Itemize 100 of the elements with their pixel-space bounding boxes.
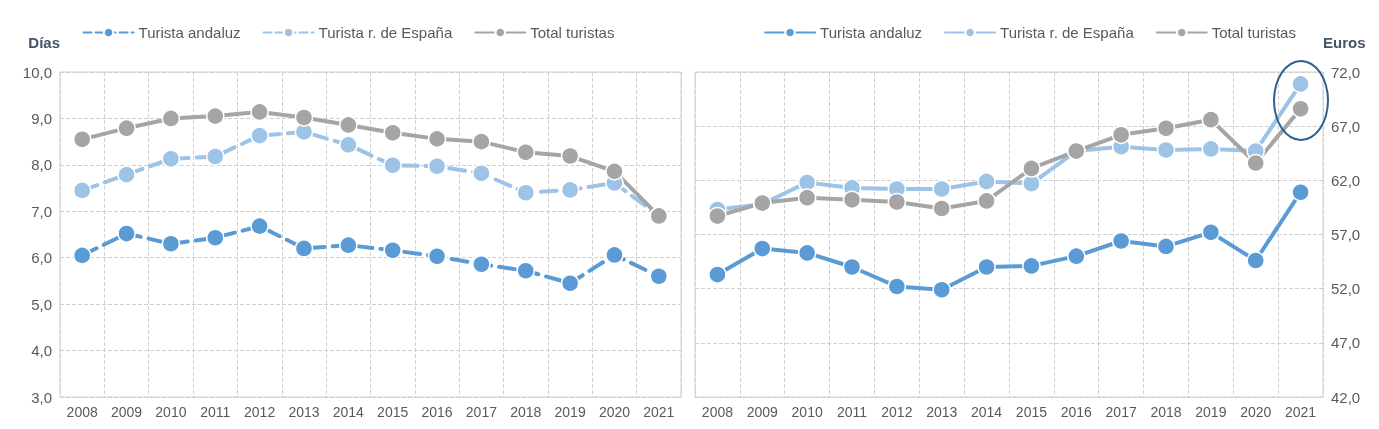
- y2-tick-label: 47,0: [1331, 334, 1361, 352]
- x-tick-label: 2008: [701, 404, 734, 420]
- point: [72, 181, 92, 200]
- point: [1246, 153, 1265, 173]
- point: [977, 257, 996, 277]
- point: [472, 132, 491, 151]
- x-tick-label: 2012: [244, 404, 276, 420]
- y2-tick-label: 62,0: [1331, 171, 1361, 189]
- point: [383, 123, 402, 143]
- legend-label: Turista r. de España: [318, 24, 453, 41]
- point: [1291, 99, 1310, 119]
- point: [1156, 140, 1176, 160]
- y-tick-label: 9,0: [31, 109, 52, 127]
- x-tick-label: 2009: [110, 404, 143, 420]
- y2-tick-label: 72,0: [1331, 63, 1361, 81]
- x-tick-label: 2021: [1284, 404, 1317, 420]
- point: [294, 108, 314, 127]
- x-tick-label: 2013: [288, 404, 320, 420]
- point: [161, 109, 181, 128]
- x-tick-label: 2021: [643, 404, 675, 420]
- point: [516, 261, 535, 280]
- y2-tick-label: 57,0: [1331, 226, 1361, 243]
- y-tick-label: 5,0: [31, 295, 52, 313]
- point: [1022, 159, 1041, 178]
- point: [605, 162, 624, 181]
- point: [649, 267, 669, 286]
- point: [427, 157, 447, 176]
- point: [887, 192, 907, 212]
- point: [427, 247, 447, 266]
- point: [250, 216, 269, 236]
- point: [72, 246, 92, 265]
- y-axis-title: Días: [28, 34, 60, 51]
- point: [250, 102, 269, 122]
- x-tick-label: 2017: [1105, 404, 1137, 420]
- point: [1156, 237, 1176, 256]
- x-tick-label: 2015: [1015, 404, 1048, 420]
- point: [206, 106, 225, 126]
- x-tick-label: 2018: [510, 404, 542, 420]
- point: [842, 257, 862, 277]
- point: [472, 254, 491, 274]
- x-tick-label: 2014: [970, 404, 1003, 420]
- point: [1022, 174, 1041, 193]
- point: [117, 165, 136, 184]
- point: [339, 135, 358, 155]
- x-tick-label: 2020: [598, 404, 631, 420]
- point: [1201, 139, 1221, 159]
- point: [383, 241, 402, 260]
- y-tick-label: 6,0: [31, 249, 52, 267]
- x-tick-label: 2009: [746, 404, 779, 420]
- legend-label: Total turistas: [530, 24, 615, 41]
- point: [1111, 125, 1131, 145]
- point: [72, 130, 92, 149]
- point: [383, 156, 402, 175]
- x-tick-label: 2020: [1240, 404, 1272, 420]
- x-tick-label: 2012: [881, 404, 913, 420]
- point: [1022, 256, 1041, 276]
- point: [977, 191, 996, 211]
- legend-label: Turista andaluz: [820, 24, 923, 41]
- point: [932, 280, 951, 299]
- point: [339, 115, 358, 135]
- point: [161, 234, 181, 254]
- point: [605, 245, 624, 265]
- point: [250, 126, 269, 145]
- y-tick-label: 4,0: [31, 342, 52, 360]
- point: [1201, 223, 1221, 242]
- x-tick-label: 2019: [1195, 404, 1227, 420]
- x-tick-label: 2015: [377, 404, 409, 420]
- point: [797, 243, 817, 263]
- point: [932, 199, 951, 218]
- point: [1111, 231, 1131, 251]
- point: [887, 277, 907, 296]
- x-tick-label: 2011: [200, 404, 231, 420]
- x-tick-label: 2019: [554, 404, 586, 420]
- y-tick-label: 8,0: [31, 156, 52, 174]
- point: [206, 147, 225, 166]
- x-tick-label: 2016: [421, 404, 453, 420]
- y-tick-label: 7,0: [31, 202, 52, 220]
- point: [1291, 183, 1310, 202]
- x-tick-label: 2010: [155, 404, 187, 420]
- point: [339, 235, 358, 255]
- x-tick-label: 2011: [836, 404, 868, 420]
- point: [1156, 119, 1176, 138]
- point: [206, 228, 225, 247]
- point: [516, 183, 535, 202]
- y2-tick-label: 67,0: [1331, 117, 1361, 135]
- y2-tick-label: 52,0: [1331, 280, 1361, 298]
- point: [708, 206, 727, 226]
- legend-label: Turista r. de España: [1000, 24, 1135, 41]
- point: [560, 180, 580, 200]
- x-tick-label: 2018: [1150, 404, 1182, 420]
- point: [977, 172, 996, 191]
- x-tick-label: 2008: [66, 404, 98, 420]
- point: [1201, 110, 1221, 129]
- point: [516, 143, 535, 162]
- y-tick-label: 10,0: [22, 63, 52, 81]
- legend-label: Turista andaluz: [138, 24, 241, 41]
- x-tick-label: 2013: [926, 404, 958, 420]
- x-tick-label: 2017: [465, 404, 498, 420]
- point: [1067, 246, 1086, 266]
- point: [797, 173, 817, 192]
